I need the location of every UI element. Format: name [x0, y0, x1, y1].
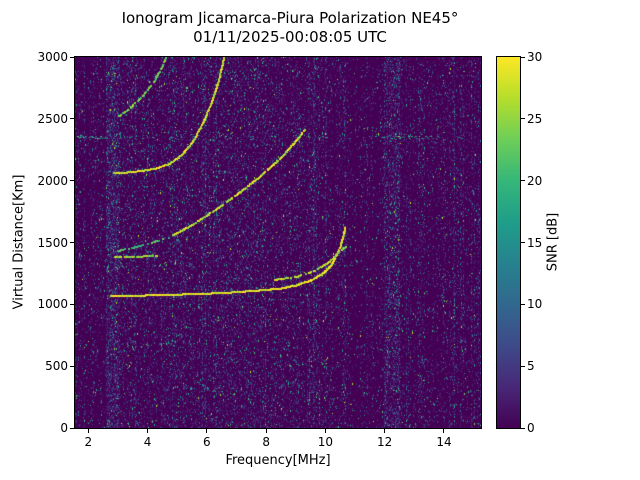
y-tick-label: 1500 [37, 235, 68, 250]
chart-title: Ionogram Jicamarca-Piura Polarization NE… [121, 9, 459, 27]
x-tick-mark [206, 429, 208, 433]
x-tick-label: 10 [317, 435, 334, 449]
colorbar-tick-mark [521, 118, 525, 120]
x-tick-label: 14 [436, 435, 452, 449]
x-tick-label: 12 [377, 435, 393, 449]
x-tick-mark [443, 429, 445, 433]
x-tick-mark [324, 429, 326, 433]
y-tick-label: 2500 [37, 111, 68, 126]
x-tick-mark [265, 429, 267, 433]
y-tick-label: 3000 [37, 50, 68, 64]
x-tick-mark [384, 429, 386, 433]
colorbar-tick-mark [521, 242, 525, 243]
x-tick-label: 4 [143, 435, 152, 449]
colorbar-tick-mark [521, 427, 525, 429]
colorbar-tick-mark [521, 303, 525, 305]
colorbar-tick-mark [521, 56, 525, 58]
colorbar-tick-label: 10 [527, 297, 543, 312]
colorbar-tick-label: 25 [527, 111, 543, 126]
y-tick-label: 1000 [37, 297, 68, 312]
ionogram-heatmap-canvas [75, 57, 481, 428]
colorbar-tick-label: 20 [527, 173, 543, 188]
colorbar-label: SNR [dB] [545, 212, 561, 272]
y-axis-label: Virtual Distance[Km] [11, 174, 27, 310]
colorbar-tick-label: 5 [527, 359, 535, 374]
x-tick-label: 6 [203, 435, 211, 449]
chart-subtitle: 01/11/2025-00:08:05 UTC [193, 28, 387, 46]
x-axis-label: Frequency[MHz] [225, 453, 331, 468]
x-tick-label: 2 [84, 435, 93, 449]
colorbar-frame [496, 56, 521, 429]
x-tick-label: 8 [262, 435, 270, 449]
colorbar-gradient [497, 57, 520, 428]
colorbar-tick-label: 30 [527, 50, 543, 64]
y-tick-label: 0 [60, 421, 68, 435]
x-tick-mark [147, 429, 149, 433]
colorbar-tick-mark [521, 180, 525, 182]
colorbar-tick-label: 0 [527, 421, 535, 435]
plot-frame [74, 56, 482, 429]
y-tick-label: 2000 [37, 173, 68, 188]
colorbar-tick-mark [521, 365, 525, 367]
y-tick-label: 500 [45, 359, 68, 374]
x-tick-mark [87, 429, 89, 433]
